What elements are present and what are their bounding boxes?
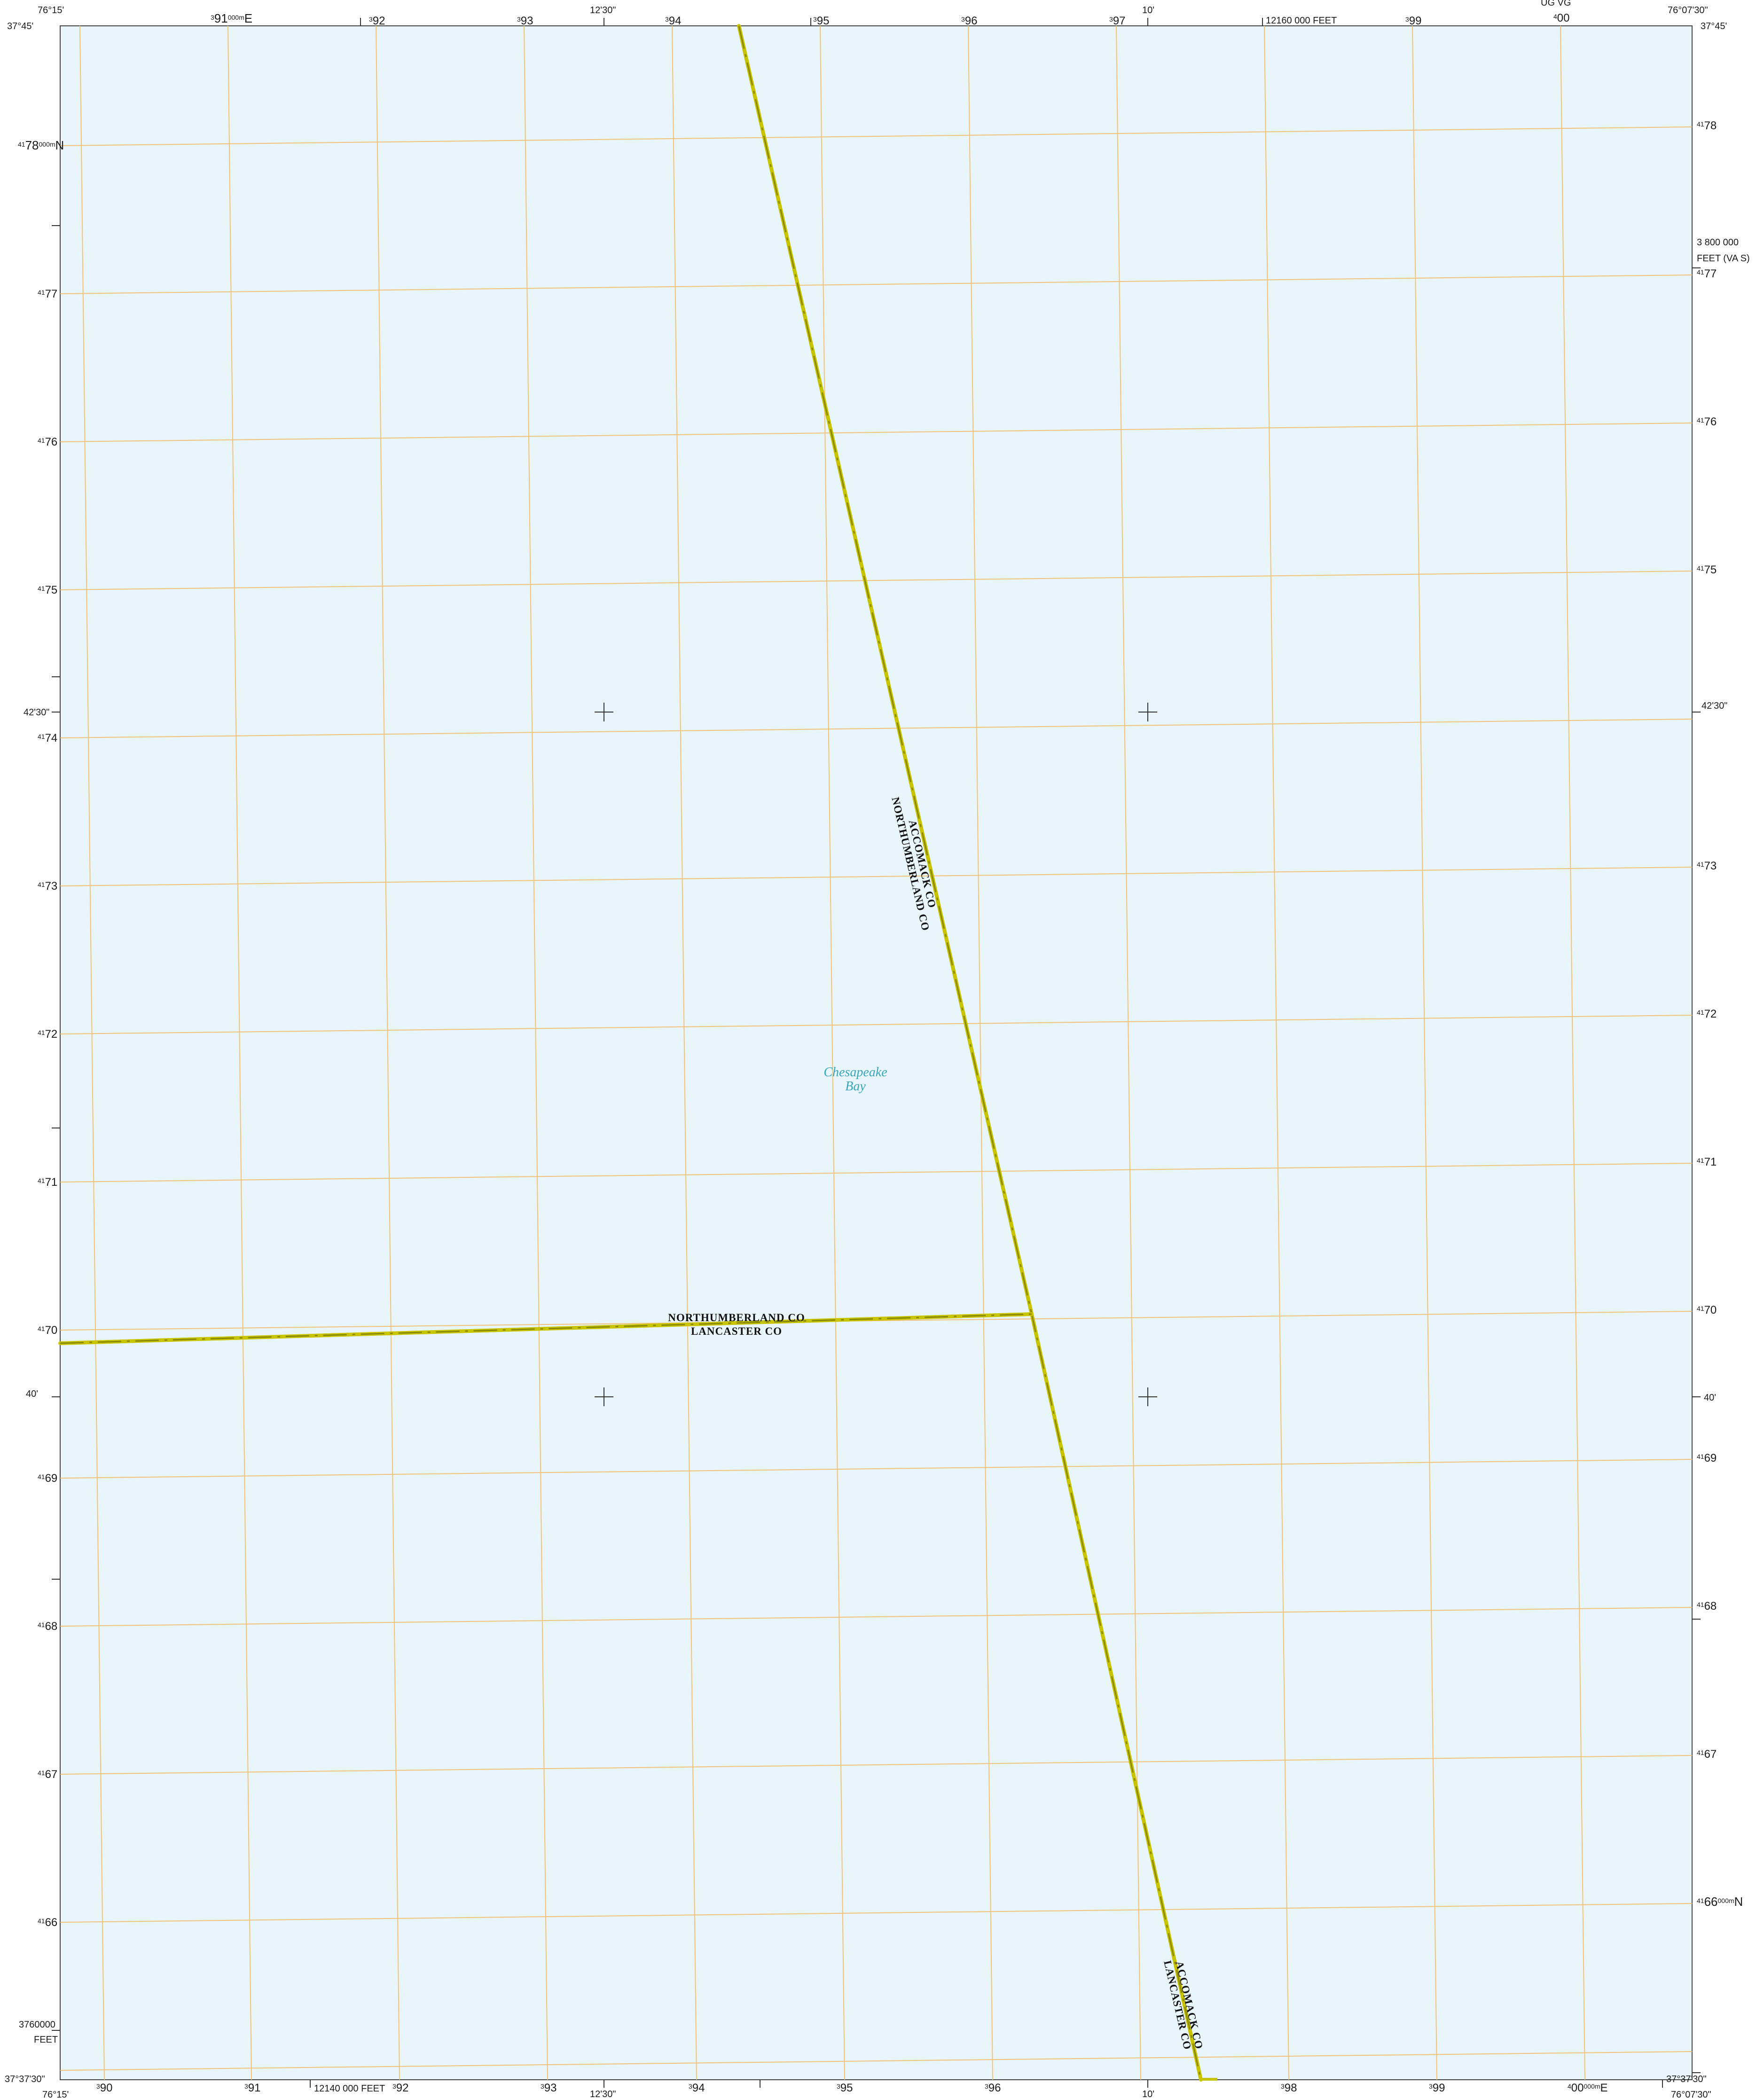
left-northing-76: 4176 xyxy=(38,436,57,448)
top-utm-95: 395 xyxy=(813,15,830,27)
bottom-utm-96: 396 xyxy=(985,2082,1001,2094)
edge-ticks xyxy=(52,18,1701,2088)
bottom-utm-90: 390 xyxy=(96,2082,113,2094)
bottom-utm-95: 395 xyxy=(837,2082,853,2094)
right-state-plane-value: 3 800 000 xyxy=(1697,237,1739,248)
right-state-plane-unit: FEET (VA S) xyxy=(1697,253,1750,264)
left-northing-73: 4173 xyxy=(38,880,57,893)
left-minute-40: 40' xyxy=(26,1389,38,1399)
corner-top-right-lat: 37°45' xyxy=(1701,21,1727,31)
right-northing-69: 4169 xyxy=(1697,1452,1717,1465)
top-utm-96: 396 xyxy=(961,15,978,27)
corner-bottom-right-lon: 76°07'30" xyxy=(1671,2090,1711,2099)
corner-top-right-lon: 76°07'30" xyxy=(1668,5,1708,16)
county-label-lancaster-west[interactable]: LANCASTER CO xyxy=(691,1325,782,1337)
crosshair-1230-4230 xyxy=(595,703,613,721)
top-utm-97: 397 xyxy=(1109,15,1126,27)
top-utm-00: 400 xyxy=(1553,12,1570,24)
bottom-utm-94: 394 xyxy=(689,2082,705,2094)
right-minute-40: 40' xyxy=(1704,1393,1716,1403)
right-northing-68: 4168 xyxy=(1697,1600,1717,1613)
crosshair-10-40 xyxy=(1138,1387,1157,1406)
right-northing-66: 4166000mN xyxy=(1697,1895,1743,1909)
right-minute-4230: 42'30" xyxy=(1701,701,1727,711)
top-state-plane: 12160 000 FEET xyxy=(1266,16,1337,26)
right-northing-67: 4167 xyxy=(1697,1748,1717,1761)
corner-bottom-left-lat: 37°37'30" xyxy=(5,2074,45,2084)
top-utm-92: 392 xyxy=(369,15,385,27)
bottom-utm-99: 399 xyxy=(1429,2082,1445,2094)
bottom-utm-91: 391 xyxy=(244,2082,261,2094)
left-northing-71: 4171 xyxy=(38,1176,57,1189)
crosshair-1230-40 xyxy=(595,1387,613,1406)
water-label-line1[interactable]: Chesapeake xyxy=(823,1065,887,1080)
top-utm-93: 393 xyxy=(517,15,533,27)
bottom-minute-1230: 12'30" xyxy=(590,2089,616,2099)
bottom-utm-00: 400000mE xyxy=(1568,2082,1608,2094)
left-northing-77: 4177 xyxy=(38,288,57,300)
left-northing-68: 4168 xyxy=(38,1620,57,1633)
left-northing-75: 4175 xyxy=(38,584,57,596)
right-northing-72: 4172 xyxy=(1697,1008,1717,1020)
top-minute-10: 10' xyxy=(1142,5,1154,16)
left-northing-67: 4167 xyxy=(38,1768,57,1781)
corner-bottom-right-lat: 37°37'30" xyxy=(1666,2074,1707,2084)
corner-top-left-lon: 76°15' xyxy=(38,5,64,16)
left-northing-72: 4172 xyxy=(38,1028,57,1041)
top-gzd: UG VG xyxy=(1541,0,1571,8)
county-label-northumberland-west[interactable]: NORTHUMBERLAND CO xyxy=(668,1312,805,1324)
right-northing-75: 4175 xyxy=(1697,564,1717,576)
top-utm-94: 394 xyxy=(665,15,682,27)
left-northing-66: 4166 xyxy=(38,1916,57,1929)
bottom-minute-10: 10' xyxy=(1142,2089,1154,2099)
water-label-line2[interactable]: Bay xyxy=(845,1079,866,1094)
county-boundaries xyxy=(58,24,1217,2082)
top-minute-1230: 12'30" xyxy=(590,5,616,16)
left-minute-4230: 42'30" xyxy=(24,707,49,718)
crosshairs xyxy=(595,703,1157,1406)
right-northing-76: 4176 xyxy=(1697,415,1717,428)
bottom-utm-93: 393 xyxy=(541,2082,557,2094)
corner-bottom-left-lon: 76°15' xyxy=(42,2090,69,2099)
top-utm-99: 399 xyxy=(1405,15,1422,27)
crosshair-10-4230 xyxy=(1138,703,1157,721)
left-northing-69: 4169 xyxy=(38,1472,57,1485)
right-northing-73: 4173 xyxy=(1697,860,1717,872)
bottom-utm-92: 392 xyxy=(392,2082,409,2094)
utm-grid xyxy=(60,25,1693,2080)
bottom-state-plane: 12140 000 FEET xyxy=(314,2083,385,2094)
right-northing-71: 4171 xyxy=(1697,1156,1717,1168)
corner-top-left-lat: 37°45' xyxy=(7,21,33,31)
right-northing-77: 4177 xyxy=(1697,267,1717,280)
bottom-utm-98: 398 xyxy=(1281,2082,1297,2094)
boundary-northumberland-lancaster-dash xyxy=(60,1313,1032,1344)
right-northing-78: 4178 xyxy=(1697,119,1717,132)
top-utm-first: 391000mE xyxy=(211,11,252,25)
left-northing-70: 4170 xyxy=(38,1324,57,1337)
left-northing-74: 4174 xyxy=(38,732,57,744)
left-northing-78: 4178000mN xyxy=(18,138,64,152)
map-frame-water xyxy=(60,25,1693,2080)
left-state-plane-unit: FEET xyxy=(34,2035,58,2045)
right-northing-70: 4170 xyxy=(1697,1304,1717,1316)
left-state-plane-value: 3760000 xyxy=(19,2020,55,2030)
